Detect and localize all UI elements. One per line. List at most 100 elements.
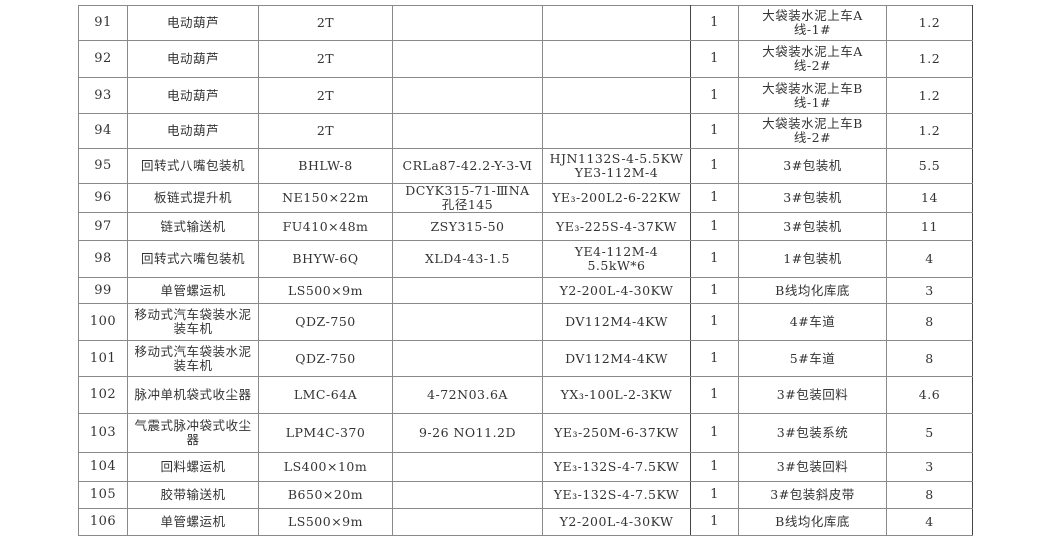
table-row: 97 链式输送机 FU410×48m ZSY315-50 YE₃-225S-4-37KW… <box>78 212 973 241</box>
table-row: 104 回料螺运机 LS400×10m YE₃-132S-4-7.5KW 1 3#包装回料… <box>78 452 973 482</box>
table-row: 105 胶带输送机 B650×20m YE₃-132S-4-7.5KW 1 3#包装斜皮带… <box>78 481 973 509</box>
power-cell: 1.2 <box>886 40 973 78</box>
table-row: 101 移动式汽车袋装水泥装车机 QDZ-750 DV112M4-4KW 1 5#车道 8 <box>78 340 973 377</box>
specification-cell: BHYW-6Q <box>258 240 393 278</box>
quantity-cell: 1 <box>690 240 739 278</box>
motor-model-cell: DV112M4-4KW <box>542 340 691 377</box>
specification-cell: LMC-64A <box>258 376 393 414</box>
table-row: 92 电动葫芦 2T 1 大袋装水泥上车A线-2# 1.2 <box>78 40 973 78</box>
reducer-model-cell: DCYK315-71-ⅢNA 孔径145 <box>392 183 543 213</box>
install-location-cell: 5#车道 <box>738 340 887 377</box>
reducer-model-cell <box>392 508 543 536</box>
motor-model-cell: YX₃-100L-2-3KW <box>542 376 691 414</box>
reducer-model-cell <box>392 340 543 377</box>
install-location-cell: 3#包装机 <box>738 212 887 241</box>
install-location-cell: 大袋装水泥上车B线-2# <box>738 113 887 149</box>
power-cell: 3 <box>886 277 973 304</box>
reducer-model-cell: 9-26 NO11.2D <box>392 413 543 453</box>
install-location-cell: 3#包装回料 <box>738 452 887 482</box>
install-location-cell: 3#包装机 <box>738 183 887 213</box>
reducer-model-cell: ZSY315-50 <box>392 212 543 241</box>
motor-model-cell <box>542 113 691 149</box>
quantity-cell: 1 <box>690 376 739 414</box>
quantity-cell: 1 <box>690 5 739 41</box>
motor-model-cell: YE₃-225S-4-37KW <box>542 212 691 241</box>
power-cell: 8 <box>886 303 973 341</box>
quantity-cell: 1 <box>690 183 739 213</box>
install-location-cell: 4#车道 <box>738 303 887 341</box>
specification-cell: B650×20m <box>258 481 393 509</box>
install-location-cell: 3#包装系统 <box>738 413 887 453</box>
quantity-cell: 1 <box>690 481 739 509</box>
table-row: 103 气震式脉冲袋式收尘器 LPM4C-370 9-26 NO11.2D YE₃-25… <box>78 413 973 453</box>
quantity-cell: 1 <box>690 148 739 184</box>
specification-cell: 2T <box>258 77 393 114</box>
reducer-model-cell <box>392 303 543 341</box>
install-location-cell: 3#包装斜皮带 <box>738 481 887 509</box>
equipment-table: 91 电动葫芦 2T 1 大袋装水泥上车A线-1# 1.2 92 电动葫芦 2T 1 大袋装水泥上车… <box>78 5 973 536</box>
quantity-cell: 1 <box>690 413 739 453</box>
specification-cell: LPM4C-370 <box>258 413 393 453</box>
row-number-cell: 94 <box>78 113 128 149</box>
table-row: 102 脉冲单机袋式收尘器 LMC-64A 4-72N03.6A YX₃-100L-2-… <box>78 376 973 414</box>
specification-cell: QDZ-750 <box>258 340 393 377</box>
reducer-model-cell <box>392 277 543 304</box>
table-body: 91 电动葫芦 2T 1 大袋装水泥上车A线-1# 1.2 92 电动葫芦 2T 1 大袋装水泥上车… <box>78 5 973 536</box>
table-row: 94 电动葫芦 2T 1 大袋装水泥上车B线-2# 1.2 <box>78 113 973 149</box>
equipment-name-cell: 板链式提升机 <box>127 183 259 213</box>
equipment-name-cell: 单管螺运机 <box>127 508 259 536</box>
motor-model-cell: HJN1132S-4-5.5KW YE3-112M-4 <box>542 148 691 184</box>
quantity-cell: 1 <box>690 452 739 482</box>
reducer-model-cell: XLD4-43-1.5 <box>392 240 543 278</box>
equipment-name-cell: 电动葫芦 <box>127 5 259 41</box>
specification-cell: NE150×22m <box>258 183 393 213</box>
quantity-cell: 1 <box>690 303 739 341</box>
row-number-cell: 97 <box>78 212 128 241</box>
equipment-name-cell: 单管螺运机 <box>127 277 259 304</box>
row-number-cell: 101 <box>78 340 128 377</box>
equipment-name-cell: 电动葫芦 <box>127 113 259 149</box>
install-location-cell: 大袋装水泥上车A线-2# <box>738 40 887 78</box>
quantity-cell: 1 <box>690 113 739 149</box>
table-row: 96 板链式提升机 NE150×22m DCYK315-71-ⅢNA 孔径145 YE₃… <box>78 183 973 213</box>
specification-cell: FU410×48m <box>258 212 393 241</box>
row-number-cell: 106 <box>78 508 128 536</box>
row-number-cell: 96 <box>78 183 128 213</box>
install-location-cell: B线均化库底 <box>738 277 887 304</box>
motor-model-cell <box>542 40 691 78</box>
power-cell: 11 <box>886 212 973 241</box>
row-number-cell: 92 <box>78 40 128 78</box>
motor-model-cell: DV112M4-4KW <box>542 303 691 341</box>
row-number-cell: 100 <box>78 303 128 341</box>
quantity-cell: 1 <box>690 77 739 114</box>
quantity-cell: 1 <box>690 212 739 241</box>
row-number-cell: 104 <box>78 452 128 482</box>
install-location-cell: 1#包装机 <box>738 240 887 278</box>
specification-cell: 2T <box>258 5 393 41</box>
table-row: 91 电动葫芦 2T 1 大袋装水泥上车A线-1# 1.2 <box>78 5 973 41</box>
reducer-model-cell: CRLa87-42.2-Y-3-Ⅵ <box>392 148 543 184</box>
power-cell: 1.2 <box>886 5 973 41</box>
equipment-name-cell: 回转式八嘴包装机 <box>127 148 259 184</box>
equipment-name-cell: 电动葫芦 <box>127 40 259 78</box>
quantity-cell: 1 <box>690 40 739 78</box>
equipment-name-cell: 电动葫芦 <box>127 77 259 114</box>
equipment-name-cell: 回转式六嘴包装机 <box>127 240 259 278</box>
motor-model-cell: Y2-200L-4-30KW <box>542 277 691 304</box>
power-cell: 1.2 <box>886 77 973 114</box>
specification-cell: 2T <box>258 113 393 149</box>
power-cell: 4 <box>886 240 973 278</box>
reducer-model-cell <box>392 452 543 482</box>
equipment-name-cell: 链式输送机 <box>127 212 259 241</box>
row-number-cell: 95 <box>78 148 128 184</box>
equipment-name-cell: 移动式汽车袋装水泥装车机 <box>127 340 259 377</box>
quantity-cell: 1 <box>690 340 739 377</box>
row-number-cell: 105 <box>78 481 128 509</box>
table-row: 106 单管螺运机 LS500×9m Y2-200L-4-30KW 1 B线均化库底 4 <box>78 508 973 536</box>
power-cell: 4.6 <box>886 376 973 414</box>
specification-cell: LS400×10m <box>258 452 393 482</box>
reducer-model-cell <box>392 77 543 114</box>
power-cell: 5.5 <box>886 148 973 184</box>
quantity-cell: 1 <box>690 277 739 304</box>
row-number-cell: 98 <box>78 240 128 278</box>
